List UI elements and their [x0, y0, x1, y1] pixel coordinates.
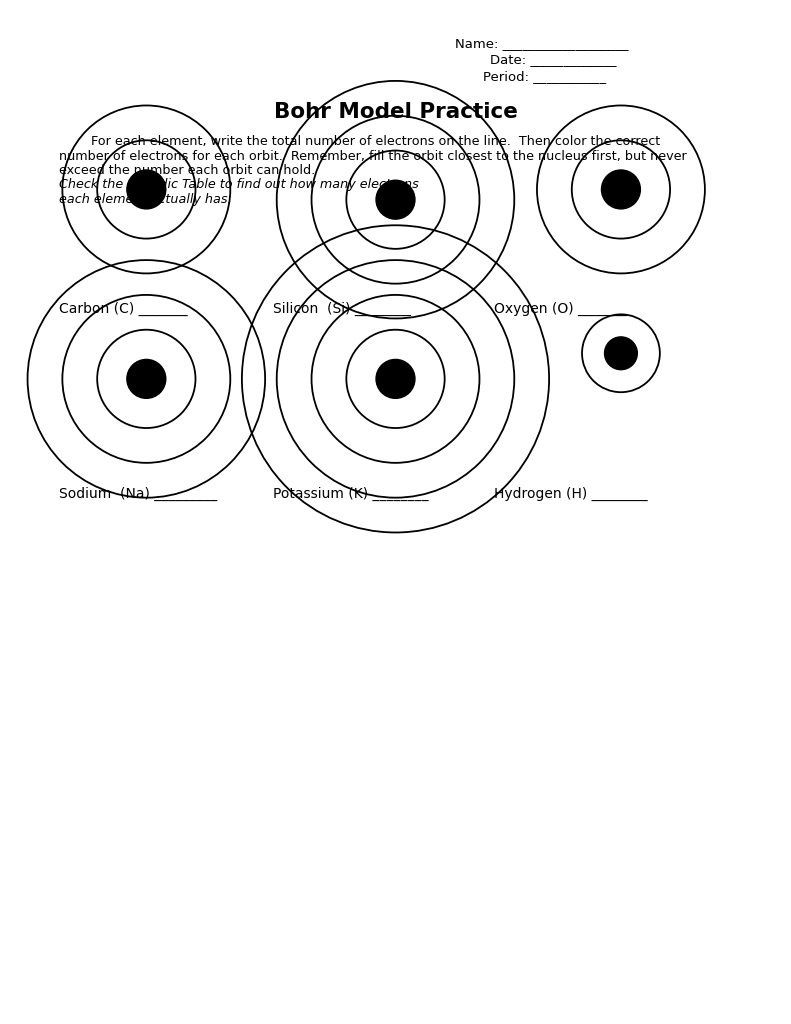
Text: Carbon (C) _______: Carbon (C) _______ — [59, 302, 188, 316]
Text: Sodium  (Na) _________: Sodium (Na) _________ — [59, 486, 218, 501]
Circle shape — [127, 170, 166, 209]
Text: number of electrons for each orbit.  Remember, fill the orbit closest to the nuc: number of electrons for each orbit. Reme… — [59, 150, 687, 163]
Circle shape — [127, 359, 166, 398]
Circle shape — [376, 359, 415, 398]
Text: Potassium (K) ________: Potassium (K) ________ — [273, 486, 429, 501]
Text: Oxygen (O) _______: Oxygen (O) _______ — [494, 302, 627, 316]
Circle shape — [376, 180, 415, 219]
Circle shape — [601, 170, 641, 209]
Text: Bohr Model Practice: Bohr Model Practice — [274, 102, 517, 123]
Text: Hydrogen (H) ________: Hydrogen (H) ________ — [494, 486, 648, 501]
Text: Silicon  (Si) ________: Silicon (Si) ________ — [273, 302, 411, 316]
Text: each element actually has.: each element actually has. — [59, 193, 232, 206]
Text: Period: ___________: Period: ___________ — [483, 70, 606, 83]
Text: For each element, write the total number of electrons on the line.  Then color t: For each element, write the total number… — [59, 135, 660, 148]
Text: Name: ___________________: Name: ___________________ — [455, 37, 628, 50]
Text: Date: _____________: Date: _____________ — [490, 53, 617, 67]
Text: exceed the number each orbit can hold.: exceed the number each orbit can hold. — [59, 164, 324, 177]
Text: Check the Periodic Table to find out how many electrons: Check the Periodic Table to find out how… — [59, 178, 419, 191]
Circle shape — [604, 337, 638, 370]
